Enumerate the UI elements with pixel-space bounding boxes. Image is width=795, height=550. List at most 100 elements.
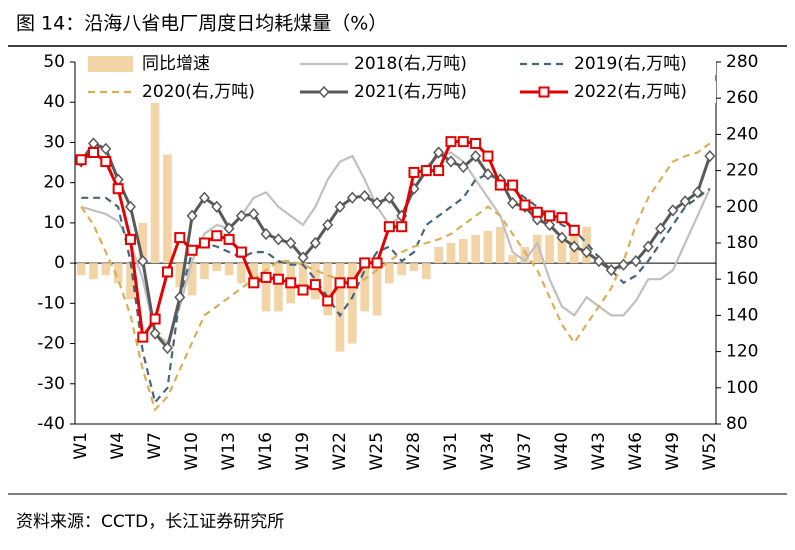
marker <box>309 236 321 250</box>
bar <box>385 263 394 284</box>
marker <box>667 204 679 217</box>
x-tick-group: W13 <box>219 432 239 470</box>
legend-bg <box>296 53 496 75</box>
x-tick-label: W49 <box>663 432 683 470</box>
bar <box>458 238 468 264</box>
marker <box>568 240 580 253</box>
marker <box>309 279 321 291</box>
y-tick-label: -10 <box>37 293 65 313</box>
marker <box>371 197 383 210</box>
x-tick-label: W19 <box>293 432 313 470</box>
x-tick-group: W40 <box>552 432 572 470</box>
marker <box>544 210 556 222</box>
legend-label: 同比增速 <box>142 54 210 74</box>
marker <box>470 149 482 163</box>
marker <box>174 232 186 244</box>
marker <box>285 277 297 289</box>
marker <box>531 206 543 218</box>
x-tick-group: W7 <box>145 432 165 460</box>
x-tick-label: W10 <box>182 432 202 470</box>
y-tick-label: -40 <box>37 414 65 434</box>
y2-tick-label: 100 <box>726 378 758 398</box>
legend-bg <box>516 53 716 75</box>
bar <box>113 263 123 284</box>
y-tick-label: -30 <box>37 374 65 394</box>
y2-tick-label: 220 <box>726 161 758 181</box>
x-tick-label: W40 <box>552 432 572 470</box>
marker <box>396 221 408 233</box>
x-tick-group: W25 <box>367 432 387 470</box>
line <box>79 141 712 352</box>
x-tick-group: W37 <box>515 432 535 470</box>
x-tick-group: W4 <box>108 432 128 460</box>
marker <box>124 200 136 213</box>
marker <box>618 258 630 271</box>
marker <box>519 199 531 211</box>
bar <box>397 263 406 276</box>
marker <box>383 191 395 204</box>
bar <box>520 247 530 264</box>
marker <box>433 165 445 177</box>
marker <box>260 227 272 241</box>
bar <box>532 234 542 264</box>
bar <box>557 238 567 264</box>
legend-swatch <box>88 56 133 72</box>
bar <box>298 263 308 296</box>
marker <box>581 245 593 259</box>
x-tick-group: W49 <box>663 432 683 470</box>
bar <box>409 263 419 272</box>
legend-marker <box>538 86 550 98</box>
marker <box>334 277 346 289</box>
marker <box>605 264 617 277</box>
marker <box>186 209 198 222</box>
y2-tick-label: 180 <box>726 233 758 253</box>
marker <box>420 165 432 177</box>
line <box>80 142 711 412</box>
marker <box>211 200 223 213</box>
x-tick-label: W22 <box>330 432 350 470</box>
x-tick-group: W22 <box>330 432 350 470</box>
x-tick-label: W34 <box>478 432 498 470</box>
marker <box>211 230 223 242</box>
marker <box>137 331 149 343</box>
marker <box>359 257 371 269</box>
y2-tick-label: 200 <box>726 197 758 217</box>
x-tick-group: W31 <box>441 432 461 470</box>
y2-tick-label: 80 <box>726 414 748 434</box>
marker <box>75 154 87 166</box>
marker <box>494 179 506 191</box>
marker <box>223 233 235 245</box>
bar <box>323 263 333 316</box>
x-tick-group: W52 <box>700 432 720 470</box>
bar <box>545 234 554 264</box>
bar <box>261 263 271 312</box>
legend-label: 2019(右,万吨) <box>574 54 687 74</box>
bar <box>348 263 357 344</box>
y2-tick-label: 280 <box>726 52 758 72</box>
x-tick-label: W13 <box>219 432 239 470</box>
marker <box>112 183 124 195</box>
marker <box>334 200 346 213</box>
marker <box>568 224 580 236</box>
marker <box>297 284 309 296</box>
marker <box>507 197 519 210</box>
marker <box>285 236 297 250</box>
marker <box>482 168 494 181</box>
bar <box>335 263 345 352</box>
bar <box>434 247 443 264</box>
marker <box>149 327 161 340</box>
bar <box>224 263 234 276</box>
y2-tick-label: 120 <box>726 342 758 362</box>
bar <box>126 263 135 300</box>
marker <box>679 195 691 208</box>
x-tick-group: W28 <box>404 432 424 470</box>
marker <box>445 136 457 148</box>
marker <box>124 233 136 245</box>
y-tick-label: 30 <box>43 132 65 152</box>
marker <box>346 277 358 289</box>
marker <box>346 191 358 204</box>
marker <box>692 186 704 199</box>
x-tick-group: W1 <box>71 432 91 460</box>
